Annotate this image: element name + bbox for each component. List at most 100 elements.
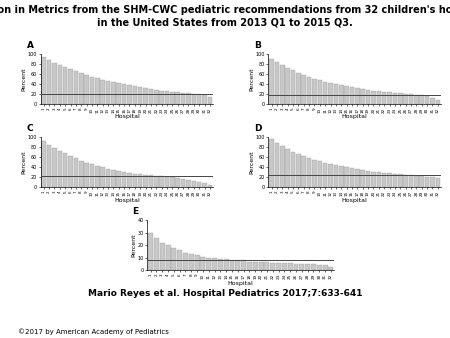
Bar [235,260,240,270]
Bar [95,78,99,104]
Bar [291,152,295,187]
Bar [302,156,306,187]
Bar [285,149,290,187]
Bar [165,177,169,187]
Bar [323,265,328,270]
Bar [192,94,196,104]
Bar [371,172,376,187]
Bar [41,56,46,104]
Bar [154,90,158,104]
Bar [366,90,370,104]
Bar [230,260,234,270]
Bar [274,62,279,104]
Bar [68,156,73,187]
Bar [47,60,51,104]
Bar [311,264,316,270]
Bar [212,258,217,270]
Bar [63,153,68,187]
Bar [159,176,164,187]
Bar [285,68,290,104]
Bar [296,73,301,104]
Bar [181,93,185,104]
X-axis label: Hospital: Hospital [342,115,368,120]
Bar [160,243,165,270]
Y-axis label: Percent: Percent [131,234,136,257]
Text: A: A [27,41,34,50]
Text: C: C [27,124,33,133]
Bar [79,161,84,187]
Bar [170,92,175,104]
Bar [323,82,328,104]
Bar [355,169,360,187]
Bar [154,238,159,270]
Bar [414,176,418,187]
Bar [207,97,212,104]
Bar [52,63,57,104]
Bar [166,245,171,270]
Bar [265,262,270,270]
Bar [318,161,322,187]
Bar [68,69,73,104]
Bar [270,263,275,270]
Bar [350,168,354,187]
Bar [176,178,180,187]
Bar [165,91,169,104]
Bar [253,262,258,270]
Bar [138,87,143,104]
Bar [317,265,322,270]
Bar [84,163,89,187]
Bar [224,259,229,270]
Bar [133,174,137,187]
Bar [148,233,153,270]
Bar [111,82,116,104]
Text: ©2017 by American Academy of Pediatrics: ©2017 by American Academy of Pediatrics [18,328,169,335]
Bar [419,95,424,104]
Bar [350,87,354,104]
Bar [197,94,202,104]
Bar [328,83,333,104]
Bar [392,93,397,104]
Bar [328,267,333,270]
Bar [41,141,46,187]
Bar [339,166,343,187]
Bar [392,174,397,187]
Bar [106,81,110,104]
Y-axis label: Percent: Percent [249,150,254,174]
Bar [307,77,311,104]
Bar [371,91,376,104]
Bar [177,250,182,270]
Bar [189,254,194,270]
Bar [100,167,105,187]
Bar [436,100,440,104]
Bar [307,158,311,187]
Bar [291,70,295,104]
Bar [430,177,435,187]
Bar [344,86,349,104]
Text: B: B [255,41,261,50]
Bar [117,83,121,104]
Bar [133,86,137,104]
Bar [296,154,301,187]
Bar [360,170,365,187]
Bar [122,84,126,104]
Bar [218,259,223,270]
Bar [398,93,403,104]
Bar [425,96,429,104]
Bar [299,264,304,270]
Bar [377,91,381,104]
Bar [269,59,274,104]
Y-axis label: Percent: Percent [21,150,26,174]
Bar [186,180,191,187]
Bar [355,88,360,104]
Bar [58,65,62,104]
Bar [339,85,343,104]
X-axis label: Hospital: Hospital [114,197,140,202]
Bar [387,173,392,187]
Bar [312,160,317,187]
Bar [302,75,306,104]
Bar [366,171,370,187]
Bar [74,71,78,104]
Bar [100,80,105,104]
Bar [328,164,333,187]
Bar [202,184,207,187]
